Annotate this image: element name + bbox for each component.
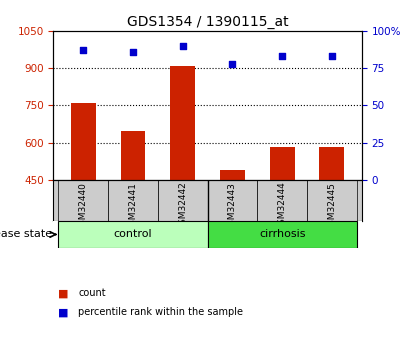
Bar <box>208 180 257 220</box>
Text: GSM32441: GSM32441 <box>129 182 137 230</box>
Bar <box>319 147 344 180</box>
Point <box>229 61 236 67</box>
Bar <box>120 131 145 180</box>
Text: GSM32442: GSM32442 <box>178 182 187 230</box>
Text: ■: ■ <box>58 288 68 298</box>
Text: percentile rank within the sample: percentile rank within the sample <box>78 307 243 317</box>
Bar <box>257 180 307 220</box>
Bar <box>208 220 357 248</box>
Text: cirrhosis: cirrhosis <box>259 229 305 239</box>
Text: GSM32445: GSM32445 <box>327 182 336 230</box>
Bar <box>58 180 108 220</box>
Point <box>80 48 87 53</box>
Text: ■: ■ <box>58 307 68 317</box>
Bar <box>220 170 245 180</box>
Bar <box>270 147 295 180</box>
Bar <box>108 180 158 220</box>
Bar <box>170 66 195 180</box>
Point <box>180 43 186 49</box>
Text: GSM32444: GSM32444 <box>278 182 286 230</box>
Point <box>130 49 136 55</box>
Text: control: control <box>114 229 152 239</box>
Bar <box>158 180 208 220</box>
Point <box>328 53 335 59</box>
Point <box>279 53 285 59</box>
Text: disease state: disease state <box>0 229 53 239</box>
Title: GDS1354 / 1390115_at: GDS1354 / 1390115_at <box>127 14 289 29</box>
Bar <box>307 180 357 220</box>
Text: GSM32440: GSM32440 <box>79 182 88 230</box>
Bar <box>71 103 96 180</box>
Text: count: count <box>78 288 106 298</box>
Text: GSM32443: GSM32443 <box>228 182 237 230</box>
Bar <box>58 220 208 248</box>
